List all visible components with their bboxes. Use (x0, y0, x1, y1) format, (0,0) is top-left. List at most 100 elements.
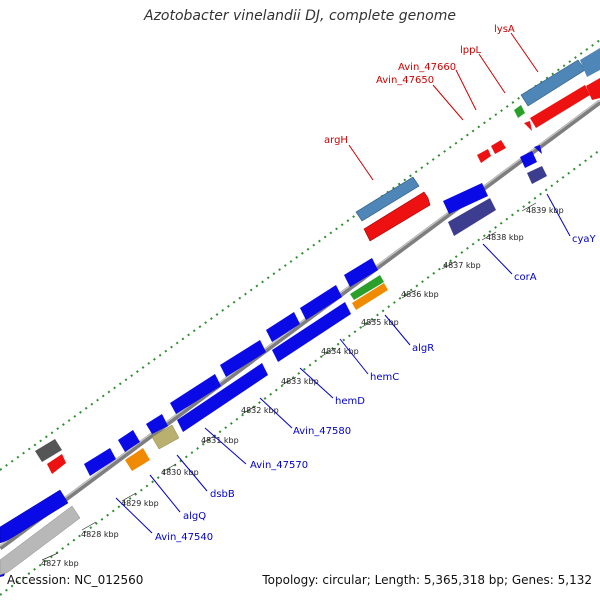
leader-line (510, 32, 539, 73)
cds-feature[interactable] (0, 489, 69, 544)
cds-feature[interactable] (118, 430, 140, 452)
tick-label: 4832 kbp (241, 406, 279, 415)
gene-label-Avin_47660[interactable]: Avin_47660 (398, 62, 456, 73)
pseudo-feature[interactable] (0, 505, 81, 576)
gene-label-Avin_47580[interactable]: Avin_47580 (293, 426, 351, 437)
gene-label-hemC[interactable]: hemC (370, 372, 399, 383)
leader-line (299, 367, 334, 399)
cds-feature[interactable] (530, 85, 590, 128)
tick-mark (241, 405, 257, 415)
cds-feature[interactable] (477, 149, 491, 163)
cds-feature[interactable] (491, 140, 506, 154)
gene-label-cyaY[interactable]: cyaY (572, 234, 597, 245)
cds-feature[interactable] (272, 302, 351, 362)
gene-label-argH[interactable]: argH (324, 135, 348, 146)
cds-feature[interactable] (448, 198, 496, 236)
tick-label: 4827 kbp (41, 559, 79, 568)
genome-backbone (0, 99, 600, 551)
cds-feature[interactable] (177, 363, 268, 432)
tick-mark (281, 376, 297, 386)
cds-feature[interactable] (344, 258, 378, 287)
tick-label: 4836 kbp (401, 290, 439, 299)
forward-label-leaders (348, 32, 539, 181)
tick-mark (401, 289, 417, 299)
leader-line (348, 144, 374, 181)
cds-feature[interactable] (363, 191, 431, 242)
tick-label: 4828 kbp (81, 530, 119, 539)
leader-line (478, 53, 506, 94)
tick-mark (361, 318, 377, 328)
map-title: Azotobacter vinelandii DJ, complete geno… (144, 8, 456, 24)
outer-track (0, 39, 600, 471)
leader-line (482, 243, 513, 275)
tick-label: 4830 kbp (161, 468, 199, 477)
tick-label: 4837 kbp (443, 261, 481, 270)
tick-mark (121, 492, 137, 502)
tick-marks (41, 202, 537, 561)
tick-label: 4834 kbp (321, 347, 359, 356)
gene-label-algQ[interactable]: algQ (183, 511, 206, 522)
cds-feature[interactable] (266, 312, 300, 342)
leader-line (384, 314, 411, 346)
cds-feature[interactable] (534, 145, 542, 154)
tick-mark (321, 347, 337, 357)
genome-summary-text: Topology: circular; Length: 5,365,318 bp… (262, 573, 592, 587)
gene-label-algR[interactable]: algR (412, 343, 434, 354)
tick-label: 4839 kbp (526, 206, 564, 215)
cds-feature[interactable] (47, 454, 66, 474)
rna-feature[interactable] (514, 105, 525, 118)
leader-line (149, 474, 181, 513)
accession-text: Accession: NC_012560 (7, 573, 144, 587)
misc-feature[interactable] (125, 448, 150, 471)
misc-feature[interactable] (35, 439, 62, 462)
tick-label: 4838 kbp (486, 233, 524, 242)
tick-label: 4833 kbp (281, 377, 319, 386)
gene-label-Avin_47650[interactable]: Avin_47650 (376, 75, 434, 86)
leader-line (455, 69, 477, 111)
misc-feature[interactable] (151, 424, 180, 450)
tick-mark (441, 260, 457, 270)
leader-line (339, 338, 369, 375)
tick-mark (521, 202, 537, 212)
gene-label-dsbB[interactable]: dsbB (210, 489, 235, 500)
leader-line (176, 454, 208, 492)
rna-feature[interactable] (350, 275, 384, 300)
cds-feature[interactable] (524, 121, 532, 131)
tick-mark (161, 463, 177, 473)
leader-line (204, 427, 247, 465)
cds-feature[interactable] (170, 374, 221, 414)
genome-backbone-highlight (0, 99, 600, 547)
cds-feature[interactable] (355, 176, 420, 222)
tick-labels: 4827 kbp 4828 kbp 4829 kbp 4830 kbp 4831… (41, 206, 564, 568)
cds-feature[interactable] (527, 166, 547, 184)
gene-label-corA[interactable]: corA (514, 272, 537, 283)
gene-label-lysA[interactable]: lysA (494, 24, 515, 35)
gene-label-Avin_47540[interactable]: Avin_47540 (155, 532, 213, 543)
leader-line (259, 397, 293, 429)
cds-feature[interactable] (580, 48, 600, 77)
gene-label-Avin_47570[interactable]: Avin_47570 (250, 460, 308, 471)
tick-mark (81, 521, 97, 531)
leader-line (432, 84, 464, 121)
tick-label: 4835 kbp (361, 318, 399, 327)
inner-track (0, 149, 600, 596)
cds-feature[interactable] (84, 448, 116, 476)
cds-feature[interactable] (146, 414, 168, 434)
cds-feature[interactable] (520, 151, 537, 168)
leader-line (115, 497, 153, 534)
cds-feature[interactable] (443, 183, 488, 214)
gene-label-hemD[interactable]: hemD (335, 396, 365, 407)
cds-feature[interactable] (220, 340, 266, 377)
cds-feature[interactable] (300, 285, 342, 320)
gene-label-lppL[interactable]: lppL (460, 45, 481, 56)
tick-mark (41, 552, 59, 561)
cds-feature[interactable] (586, 78, 600, 100)
tick-label: 4829 kbp (121, 499, 159, 508)
tick-mark (481, 231, 497, 241)
reverse-label-leaders (115, 193, 571, 534)
leader-line (546, 193, 571, 237)
misc-feature[interactable] (352, 283, 388, 310)
tick-mark (201, 434, 217, 444)
